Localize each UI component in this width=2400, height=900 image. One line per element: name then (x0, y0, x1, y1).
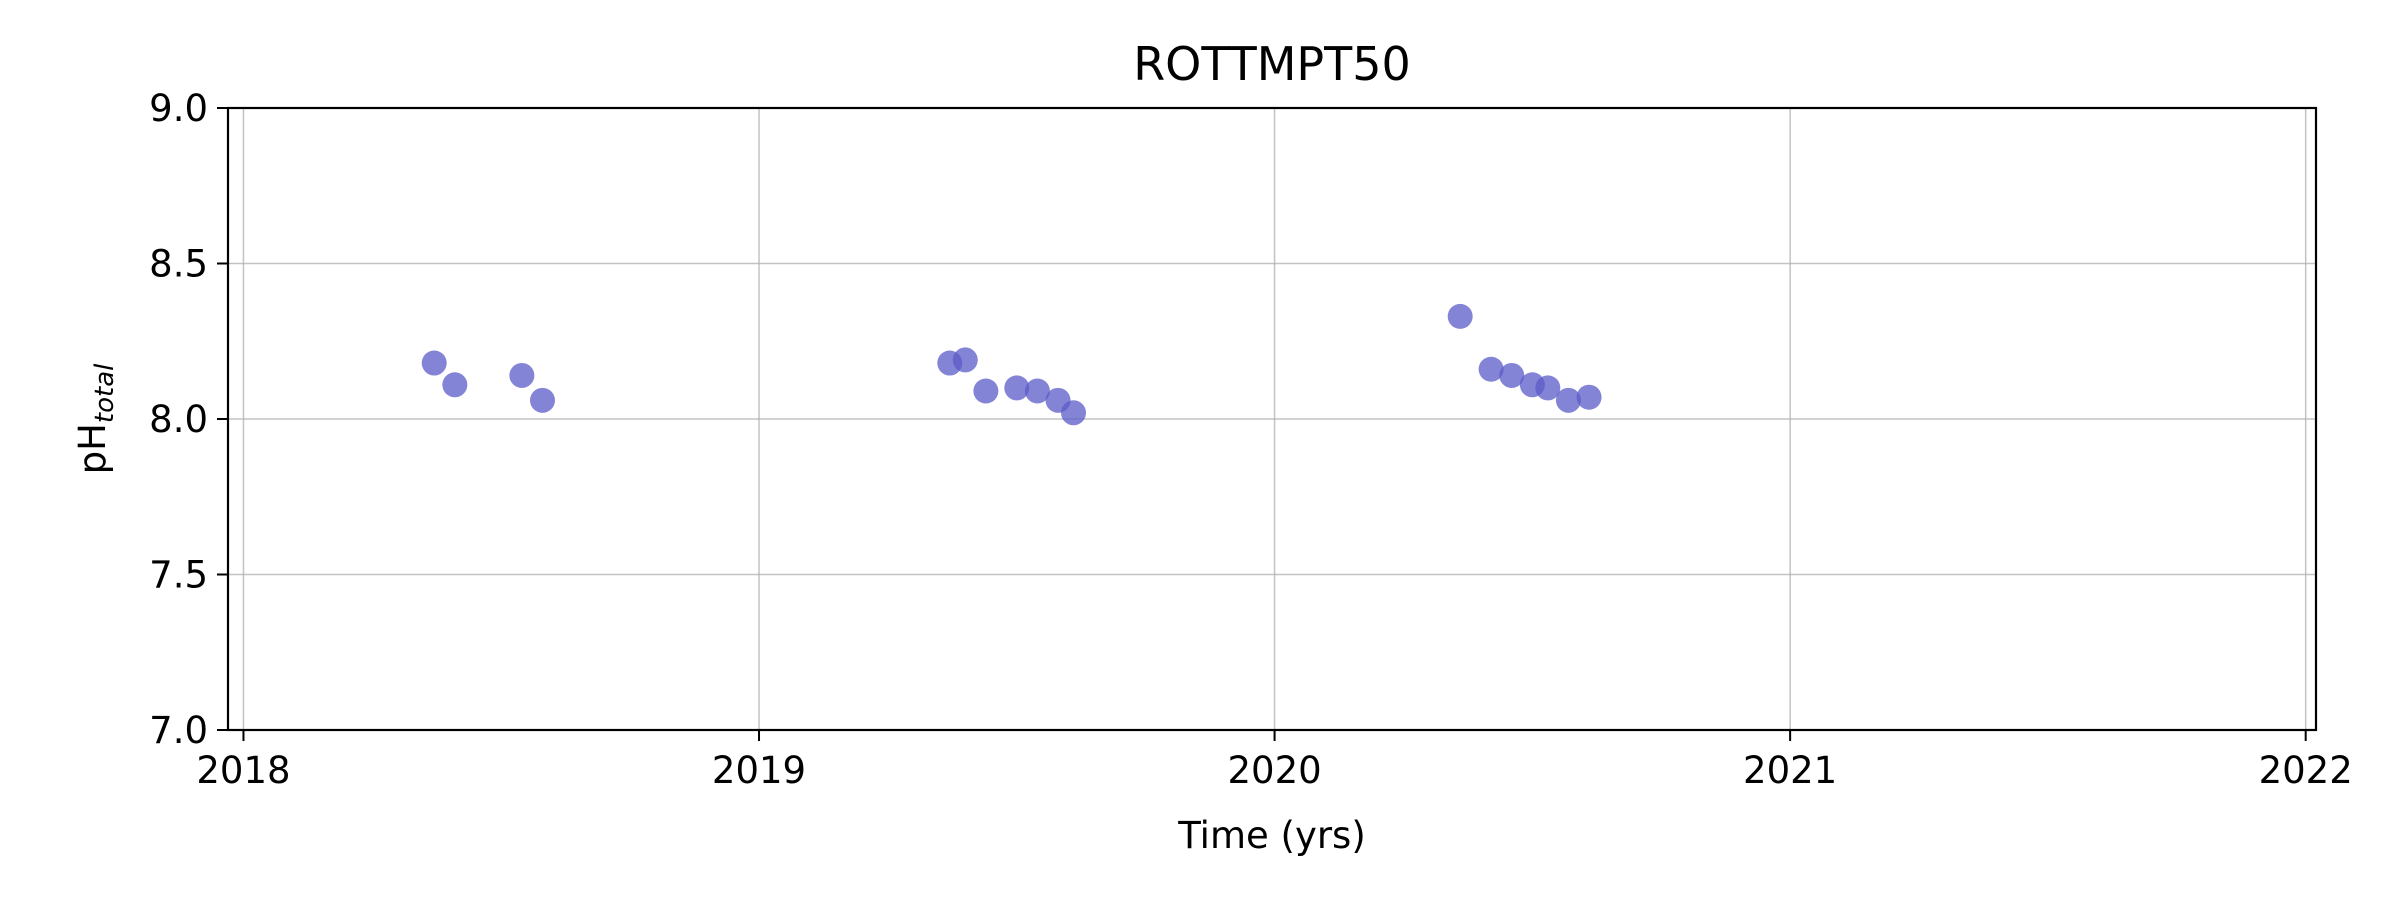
data-point (529, 387, 555, 413)
data-point (952, 347, 978, 373)
data-point (1061, 400, 1087, 426)
data-point (442, 372, 468, 398)
data-point (1447, 303, 1473, 329)
y-tick-label: 8.5 (149, 243, 208, 286)
data-point (509, 362, 535, 388)
x-tick-label: 2019 (712, 749, 806, 792)
data-points (421, 303, 1602, 426)
data-point (421, 350, 447, 376)
y-tick-label: 7.5 (149, 554, 208, 597)
y-axis-label: pHtotal (71, 363, 120, 475)
x-tick-label: 2020 (1227, 749, 1321, 792)
y-tick-label: 8.0 (149, 398, 208, 441)
axis-ticks: 2018 2019 2020 2021 2022 7.0 7.5 8.0 8.5 9.0 (149, 87, 2353, 792)
data-point (1535, 375, 1561, 401)
data-point (1478, 356, 1504, 382)
x-tick-label: 2022 (2259, 749, 2353, 792)
y-axis-label-main: pH (71, 423, 114, 474)
x-axis-label: Time (yrs) (1177, 814, 1366, 857)
grid-lines (228, 107, 2316, 731)
data-point (1576, 384, 1602, 410)
data-point (1024, 378, 1050, 404)
y-tick-label: 7.0 (149, 709, 208, 752)
data-point (1555, 387, 1581, 413)
chart-title: ROTTMPT50 (1133, 37, 1411, 91)
y-axis-label-subscript: total (90, 363, 120, 423)
x-tick-label: 2018 (196, 749, 290, 792)
x-tick-label: 2021 (1743, 749, 1837, 792)
data-point (1499, 362, 1525, 388)
data-point (1004, 375, 1030, 401)
y-tick-label: 9.0 (149, 87, 208, 130)
data-point (973, 378, 999, 404)
